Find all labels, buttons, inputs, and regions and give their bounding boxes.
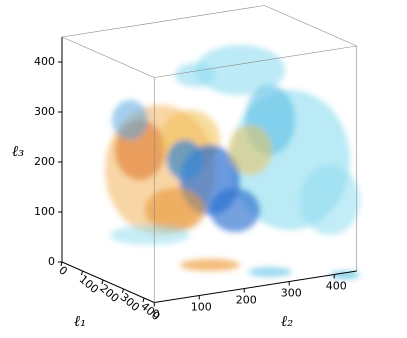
box-edge (61, 261, 155, 303)
z-tick-label: 200 (34, 155, 55, 168)
y-tick-label: 200 (236, 294, 257, 307)
x-tick (81, 270, 83, 276)
x-tick (142, 297, 145, 303)
box-edge (61, 5, 265, 38)
box-edge (154, 45, 357, 78)
z-axis-label: ℓ₃ (12, 142, 24, 160)
x-tick-label: 0 (56, 264, 70, 278)
x-axis-label: ℓ₁ (74, 312, 86, 330)
x-tick (60, 261, 63, 267)
z-tick-label: 100 (34, 205, 55, 218)
x-tick (122, 288, 124, 294)
box-edge (61, 36, 155, 78)
y-tick-label: 400 (326, 280, 347, 293)
box-frame (58, 5, 358, 307)
z-tick-label: 400 (34, 55, 55, 68)
y-tick-label: 300 (281, 287, 302, 300)
x-tick (101, 279, 104, 285)
box-edge (154, 270, 357, 303)
volume-rendering (105, 45, 360, 279)
y-axis-label: ℓ₂ (281, 312, 293, 330)
z-tick-label: 300 (34, 105, 55, 118)
box-edge (264, 5, 357, 47)
y-tick-label: 100 (191, 301, 212, 314)
x-tick-label: 100 (77, 273, 101, 296)
y-tick-label: 0 (153, 308, 160, 321)
z-tick-label: 0 (48, 255, 55, 268)
